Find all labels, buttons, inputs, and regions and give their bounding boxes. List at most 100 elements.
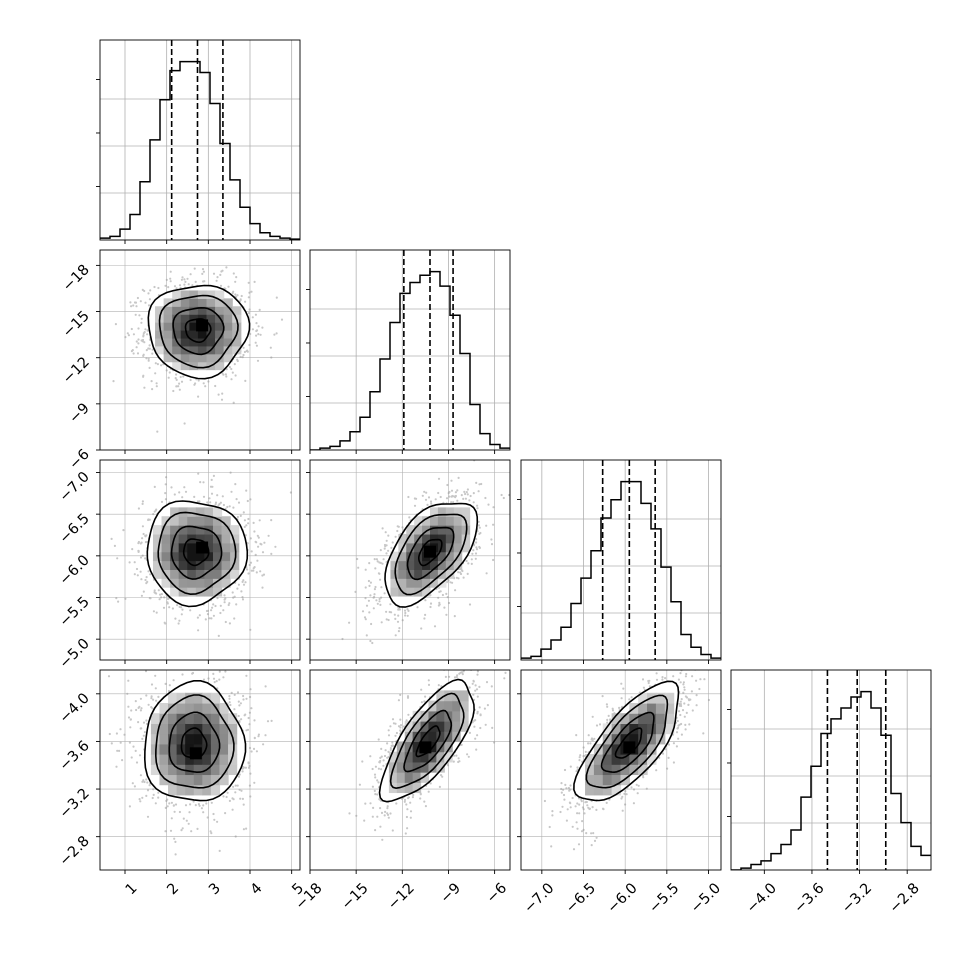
density-cell [422, 516, 431, 526]
contour-line [158, 294, 239, 369]
density-cell [647, 743, 657, 755]
density-cell [204, 516, 214, 526]
density-cell [422, 525, 431, 535]
density-cell [602, 784, 613, 796]
density-cell [444, 721, 453, 732]
density-cell [219, 713, 229, 725]
y-tick-label: −6.5 [57, 511, 93, 547]
contour-line [389, 692, 465, 790]
density-cell [159, 713, 169, 725]
contour-line [378, 678, 475, 803]
contour-line [585, 694, 669, 789]
density-cell [437, 560, 447, 570]
density-cell [189, 337, 199, 347]
y-tick-label: −5.0 [57, 636, 93, 672]
density-cell [172, 361, 182, 371]
contour-line [143, 680, 247, 802]
density-cell [180, 298, 190, 307]
density-cell [210, 733, 221, 745]
density-cell [180, 337, 190, 347]
density-cell [452, 710, 461, 722]
density-cell [178, 542, 188, 553]
density-cell [210, 723, 221, 735]
density-cell [195, 525, 206, 535]
histogram-step [310, 270, 510, 450]
density-cell [189, 322, 199, 331]
density-cell [212, 569, 223, 579]
density-cell [163, 322, 173, 331]
histogram-panel-1 [306, 249, 511, 454]
density-cell [445, 569, 455, 579]
density-cell [445, 525, 455, 535]
density-cell [647, 702, 657, 714]
density-cell [436, 751, 445, 763]
density-cell [230, 533, 240, 544]
density-cell [187, 525, 197, 535]
density-cell [176, 692, 186, 704]
density-cell [185, 692, 195, 704]
y-tick-label: −7.0 [57, 469, 93, 505]
density-cell [193, 764, 203, 776]
density-cell [593, 764, 604, 776]
density-cell [430, 507, 439, 517]
density-cell [406, 542, 415, 553]
density-cell [178, 516, 188, 526]
density-cell [155, 330, 165, 339]
density-cell [398, 533, 407, 544]
density-cell [163, 345, 173, 355]
density-cell [228, 743, 238, 755]
density-cell [180, 361, 190, 371]
density-cell [444, 700, 453, 712]
density-cell [655, 723, 666, 735]
density-cell [180, 330, 190, 339]
density-cell [460, 721, 469, 732]
y-tick-label: −6.0 [57, 552, 93, 588]
density-cell [655, 692, 666, 704]
density-cell [206, 290, 216, 299]
contour-line [403, 709, 453, 773]
density-cell [396, 761, 406, 773]
density-cell [436, 690, 445, 702]
density-cell [204, 587, 214, 597]
density-cell [436, 761, 445, 773]
density-cell [193, 754, 203, 765]
density-cell [638, 692, 648, 704]
density-cell [195, 578, 206, 588]
density-cell [204, 542, 214, 553]
density-cell [453, 516, 463, 526]
contour-line [182, 538, 210, 567]
density-cell [187, 551, 197, 562]
x-tick-label: −5.5 [646, 880, 682, 916]
contour-line [172, 306, 225, 356]
histogram-step [521, 480, 721, 659]
density-cell [202, 784, 212, 796]
density-cell [185, 754, 195, 765]
density-cell [212, 551, 223, 562]
density-cell [152, 542, 163, 553]
density-cell [420, 721, 430, 732]
density-cell [172, 353, 182, 363]
density-cell [230, 569, 240, 579]
axes-frame [99, 39, 301, 241]
density-cell [161, 525, 171, 535]
density-cell [404, 782, 414, 794]
density-cell [420, 761, 430, 773]
density-cell [437, 516, 447, 526]
density-cell [152, 560, 163, 570]
density-cell [180, 353, 190, 363]
density-cell [404, 751, 414, 763]
density-cell [414, 569, 423, 579]
density-cell [412, 731, 422, 743]
density-cell [189, 298, 199, 307]
density-cell [202, 754, 212, 765]
density-cell [223, 322, 233, 331]
density-cell [388, 751, 398, 763]
x-tick-label: 1 [123, 880, 141, 898]
density-cell [189, 345, 199, 355]
density-cell [219, 774, 229, 786]
density-cell [221, 560, 231, 570]
contour-line [154, 694, 235, 789]
density-cell [647, 754, 657, 765]
contour-line [168, 711, 221, 774]
axes-frame [99, 459, 301, 661]
